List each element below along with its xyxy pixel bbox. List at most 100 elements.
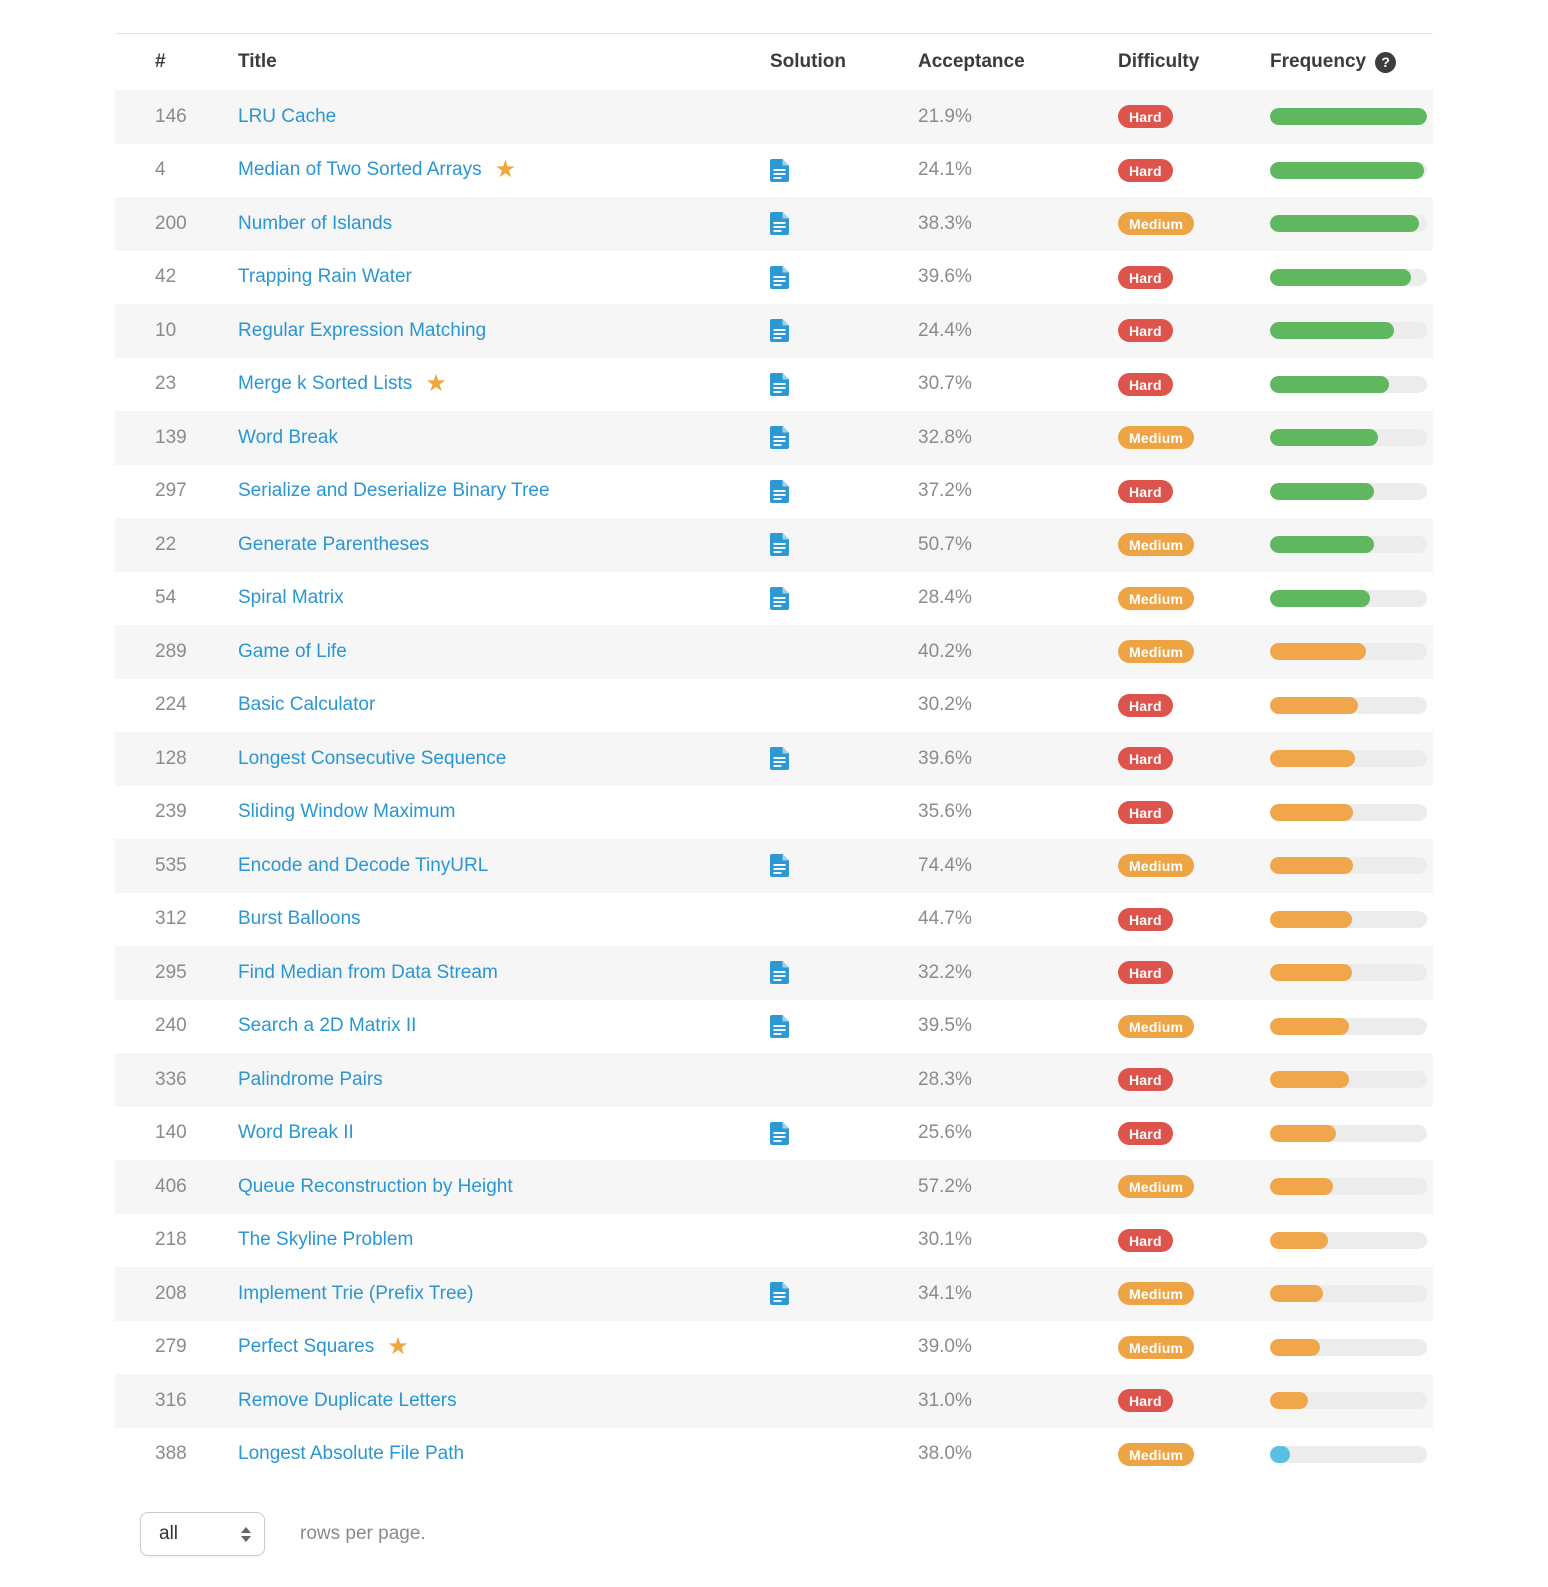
problem-title-link[interactable]: Basic Calculator <box>238 694 376 716</box>
table-row: 200 Number of Islands 38.3% Medium <box>115 197 1433 251</box>
star-icon[interactable]: ★ <box>494 156 517 184</box>
frequency-bar <box>1270 643 1427 661</box>
solution-icon[interactable] <box>770 426 789 450</box>
difficulty-cell: Hard <box>1118 800 1270 824</box>
frequency-cell <box>1270 1285 1433 1303</box>
problem-title-link[interactable]: Encode and Decode TinyURL <box>238 854 489 876</box>
difficulty-cell: Hard <box>1118 693 1270 717</box>
frequency-cell <box>1270 1178 1433 1196</box>
problem-number: 128 <box>155 747 187 769</box>
problem-title-link[interactable]: Longest Absolute File Path <box>238 1443 465 1465</box>
difficulty-cell: Hard <box>1118 372 1270 396</box>
difficulty-cell: Hard <box>1118 961 1270 985</box>
col-header-difficulty[interactable]: Difficulty <box>1118 51 1200 72</box>
problem-title-link[interactable]: Longest Consecutive Sequence <box>238 747 507 769</box>
col-header-title[interactable]: Title <box>238 51 277 72</box>
problem-title-cell: Trapping Rain Water <box>238 266 770 288</box>
solution-icon[interactable] <box>770 854 789 878</box>
difficulty-badge: Medium <box>1118 212 1195 236</box>
problem-title-link[interactable]: Trapping Rain Water <box>238 266 412 288</box>
problem-title-cell: Queue Reconstruction by Height <box>238 1176 770 1198</box>
problem-title-link[interactable]: Remove Duplicate Letters <box>238 1389 457 1411</box>
frequency-bar-fill <box>1270 1017 1349 1035</box>
col-header-frequency[interactable]: Frequency ? <box>1270 51 1433 73</box>
difficulty-cell: Medium <box>1118 1014 1270 1038</box>
frequency-cell <box>1270 910 1433 928</box>
solution-icon[interactable] <box>770 747 789 771</box>
solution-icon[interactable] <box>770 212 789 236</box>
col-header-number[interactable]: # <box>155 51 166 72</box>
problem-number: 240 <box>155 1015 187 1037</box>
frequency-bar-fill <box>1270 161 1424 179</box>
problem-title-link[interactable]: Merge k Sorted Lists <box>238 373 413 395</box>
problem-number: 10 <box>155 319 177 341</box>
frequency-cell <box>1270 161 1433 179</box>
solution-icon[interactable] <box>770 479 789 503</box>
problem-title-link[interactable]: The Skyline Problem <box>238 1229 414 1251</box>
problem-title-link[interactable]: Game of Life <box>238 640 347 662</box>
problem-number: 297 <box>155 480 187 502</box>
rows-per-page-label: rows per page. <box>300 1523 426 1544</box>
problem-title-link[interactable]: Perfect Squares <box>238 1336 375 1358</box>
problem-title-link[interactable]: Regular Expression Matching <box>238 319 487 341</box>
solution-icon[interactable] <box>770 158 789 182</box>
col-header-acceptance[interactable]: Acceptance <box>918 51 1025 72</box>
problem-title-link[interactable]: Sliding Window Maximum <box>238 801 456 823</box>
solution-icon[interactable] <box>770 1282 789 1306</box>
problem-title-cell: Spiral Matrix <box>238 587 770 609</box>
solution-icon[interactable] <box>770 1121 789 1145</box>
frequency-cell <box>1270 482 1433 500</box>
problem-title-cell: Serialize and Deserialize Binary Tree <box>238 480 770 502</box>
problem-number: 289 <box>155 640 187 662</box>
solution-icon[interactable] <box>770 319 789 343</box>
solution-cell <box>770 212 918 236</box>
frequency-bar-fill <box>1270 964 1352 982</box>
difficulty-cell: Medium <box>1118 533 1270 557</box>
frequency-cell <box>1270 696 1433 714</box>
frequency-help-icon[interactable]: ? <box>1375 51 1397 73</box>
frequency-bar-fill <box>1270 589 1371 607</box>
problem-title-link[interactable]: Find Median from Data Stream <box>238 961 498 983</box>
solution-icon[interactable] <box>770 586 789 610</box>
problem-title-link[interactable]: Word Break II <box>238 1122 354 1144</box>
acceptance-value: 24.4% <box>918 319 972 341</box>
star-icon[interactable]: ★ <box>387 1333 409 1361</box>
solution-cell <box>770 372 918 396</box>
problem-title-link[interactable]: LRU Cache <box>238 105 337 127</box>
frequency-bar-fill <box>1270 108 1427 126</box>
solution-icon[interactable] <box>770 372 789 396</box>
difficulty-badge: Hard <box>1118 105 1173 129</box>
problem-title-link[interactable]: Burst Balloons <box>238 908 361 930</box>
table-row: 146 LRU Cache 21.9% Hard <box>115 90 1433 144</box>
problem-title-link[interactable]: Median of Two Sorted Arrays <box>238 159 482 181</box>
solution-icon[interactable] <box>770 1014 789 1038</box>
problem-title-cell: Remove Duplicate Letters <box>238 1390 770 1412</box>
solution-cell <box>770 854 918 878</box>
acceptance-value: 39.6% <box>918 747 972 769</box>
table-row: 4 Median of Two Sorted Arrays ★ 24.1% Ha… <box>115 144 1433 198</box>
solution-icon[interactable] <box>770 961 789 985</box>
problem-title-cell: Word Break <box>238 427 770 449</box>
difficulty-badge: Hard <box>1118 693 1173 717</box>
problem-title-link[interactable]: Queue Reconstruction by Height <box>238 1175 513 1197</box>
problem-title-link[interactable]: Generate Parentheses <box>238 533 430 555</box>
solution-icon[interactable] <box>770 533 789 557</box>
problem-title-link[interactable]: Word Break <box>238 426 338 448</box>
col-header-solution[interactable]: Solution <box>770 51 846 72</box>
problem-number: 4 <box>155 159 166 181</box>
table-row: 54 Spiral Matrix 28.4% Medium <box>115 572 1433 626</box>
problem-title-link[interactable]: Palindrome Pairs <box>238 1068 383 1090</box>
problem-title-link[interactable]: Implement Trie (Prefix Tree) <box>238 1282 474 1304</box>
acceptance-value: 50.7% <box>918 533 972 555</box>
problem-number: 200 <box>155 212 187 234</box>
problem-title-link[interactable]: Search a 2D Matrix II <box>238 1015 417 1037</box>
solution-icon[interactable] <box>770 265 789 289</box>
rows-per-page-select[interactable]: all <box>140 1512 265 1556</box>
problem-title-link[interactable]: Number of Islands <box>238 212 393 234</box>
problem-title-link[interactable]: Spiral Matrix <box>238 587 344 609</box>
problem-title-link[interactable]: Serialize and Deserialize Binary Tree <box>238 480 550 502</box>
frequency-bar <box>1270 964 1427 982</box>
problem-title-cell: Longest Absolute File Path <box>238 1443 770 1465</box>
star-icon[interactable]: ★ <box>425 370 447 398</box>
